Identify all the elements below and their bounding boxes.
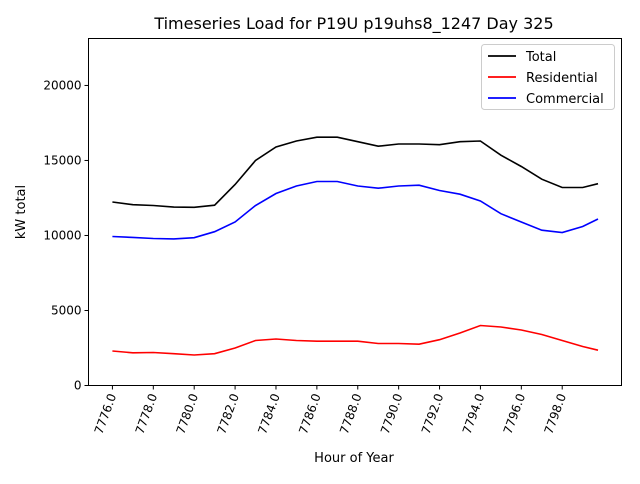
x-axis-label: Hour of Year bbox=[314, 451, 394, 466]
series-line-commercial bbox=[112, 180, 599, 240]
x-tick-label: 7784.0 bbox=[255, 392, 283, 436]
y-tick-label: 5000 bbox=[51, 303, 82, 317]
x-tick-label: 7782.0 bbox=[214, 392, 242, 436]
x-tick-label: 7778.0 bbox=[133, 392, 161, 436]
series-line-residential bbox=[112, 324, 599, 356]
x-tick-label: 7792.0 bbox=[419, 392, 447, 436]
x-tick-label: 7796.0 bbox=[501, 392, 529, 436]
y-tick-label: 0 bbox=[74, 379, 82, 393]
x-tick-label: 7794.0 bbox=[460, 392, 488, 436]
y-tick-label: 20000 bbox=[43, 78, 81, 92]
legend-label-residential: Residential bbox=[526, 71, 598, 86]
series-line-total bbox=[112, 136, 599, 209]
legend-label-commercial: Commercial bbox=[526, 92, 604, 107]
x-tick-label: 7786.0 bbox=[296, 392, 324, 436]
legend: Total Residential Commercial bbox=[481, 44, 615, 110]
y-axis-label: kW total bbox=[14, 185, 29, 239]
x-tick-label: 7798.0 bbox=[542, 392, 570, 436]
x-tick-label: 7788.0 bbox=[337, 392, 365, 436]
legend-box bbox=[481, 44, 615, 110]
x-tick-label: 7790.0 bbox=[378, 392, 406, 436]
y-tick-label: 15000 bbox=[43, 153, 81, 167]
legend-label-total: Total bbox=[525, 50, 556, 65]
x-tick-label: 7776.0 bbox=[92, 392, 120, 436]
plot-frame bbox=[88, 38, 622, 386]
chart-title: Timeseries Load for P19U p19uhs8_1247 Da… bbox=[153, 14, 553, 34]
y-tick-label: 10000 bbox=[43, 228, 81, 242]
x-tick-label: 7780.0 bbox=[173, 392, 201, 436]
